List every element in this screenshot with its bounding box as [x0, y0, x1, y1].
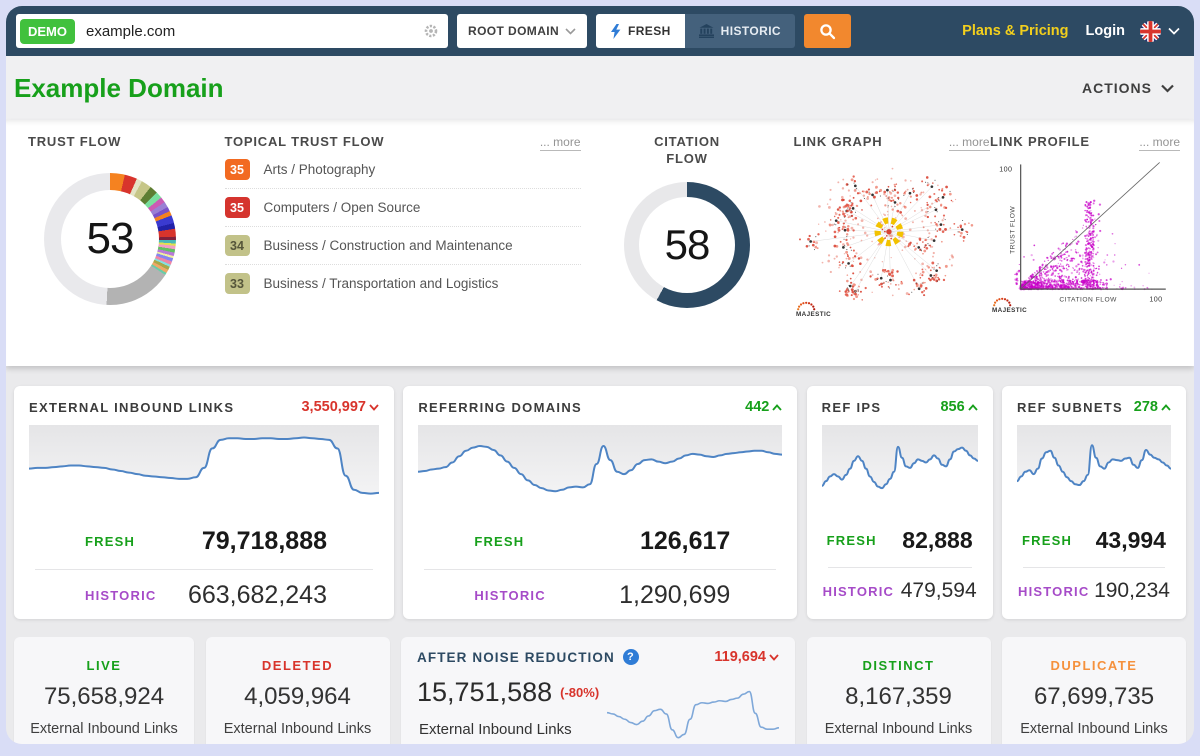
chevron-icon: [772, 403, 783, 411]
trend-sparkline: [821, 425, 978, 503]
link-graph-label: LINK GRAPH: [793, 134, 883, 149]
gear-icon[interactable]: [423, 23, 439, 39]
trend-sparkline: [418, 425, 783, 503]
chevron-down-icon: [565, 27, 576, 35]
trust-flow-value: 53: [86, 214, 135, 263]
link-graph-panel: LINK GRAPH ... more MAJESTIC: [794, 134, 990, 366]
svg-text:100: 100: [999, 166, 1012, 174]
chevron-down-icon: [1161, 84, 1174, 93]
domain-search-box: DEMO: [16, 14, 448, 48]
site-explorer-summary: DEMO ROOT DOMAIN FRESH: [6, 6, 1194, 744]
scope-selector-dropdown[interactable]: ROOT DOMAIN: [457, 14, 587, 48]
topic-score-badge: 35: [224, 159, 250, 180]
top-navbar: DEMO ROOT DOMAIN FRESH: [6, 6, 1194, 56]
help-icon[interactable]: ?: [622, 649, 639, 665]
bank-icon: [698, 24, 714, 38]
link-graph-network: [798, 167, 973, 301]
svg-text:TRUST FLOW: TRUST FLOW: [1010, 206, 1017, 254]
topic-score-badge: 35: [224, 197, 250, 218]
link-profile-visual: 100 TRUST FLOW CITATION FLOW 100 MAJESTIC: [990, 153, 1180, 321]
topical-trust-flow-label: TOPICAL TRUST FLOW: [224, 134, 385, 149]
referring-domains-card: REFERRING DOMAINS 442 FRESH 126,617 HISTO…: [403, 386, 798, 619]
link-profile-scatter: 100 TRUST FLOW CITATION FLOW 100: [999, 162, 1166, 303]
topical-more-link[interactable]: ... more: [539, 135, 581, 151]
search-button[interactable]: [804, 14, 851, 48]
live-links-card: LIVE 75,658,924 External Inbound Links: [14, 637, 194, 744]
link-profile-panel: LINK PROFILE ... more 100 TRUST FLOW CITAT…: [990, 134, 1180, 366]
chevron-icon: [769, 653, 779, 661]
delta-toggle[interactable]: 856: [940, 399, 978, 415]
trend-sparkline: [1016, 425, 1171, 503]
trend-sparkline: [29, 425, 379, 503]
flow-metrics-section: TRUST FLOW 53 TOPICAL TRUST FLOW ... mor…: [6, 120, 1194, 366]
topical-trust-flow-panel: TOPICAL TRUST FLOW ... more 35 Arts / Ph…: [224, 134, 581, 366]
ref-ips-card: REF IPS 856 FRESH 82,888 HISTORIC 479,594: [806, 386, 993, 619]
svg-text:CITATION FLOW: CITATION FLOW: [1059, 296, 1117, 303]
page-header: Example Domain ACTIONS: [6, 56, 1194, 120]
citation-flow-value: 58: [664, 220, 711, 268]
distinct-links-card: DISTINCT 8,167,359 External Inbound Link…: [806, 637, 991, 744]
lightning-icon: [611, 23, 621, 39]
delta-toggle[interactable]: 278: [1134, 399, 1171, 415]
tab-fresh[interactable]: FRESH: [596, 14, 685, 48]
chevron-icon: [967, 403, 978, 411]
delta-toggle[interactable]: 3,550,997: [301, 399, 379, 415]
domain-search-input[interactable]: [84, 21, 414, 41]
topical-row[interactable]: 35 Computers / Open Source: [224, 189, 581, 227]
index-tabs: FRESH HISTORIC: [596, 14, 795, 48]
duplicate-links-card: DUPLICATE 67,699,735 External Inbound Li…: [1002, 637, 1186, 744]
topical-row[interactable]: 33 Business / Transportation and Logisti…: [224, 265, 581, 302]
demo-badge: DEMO: [20, 18, 75, 44]
trust-flow-donut: 53: [44, 173, 176, 305]
noise-trend-sparkline: [607, 677, 779, 743]
login-link[interactable]: Login: [1085, 23, 1125, 39]
citation-flow-panel: CITATION FLOW 58: [581, 134, 793, 366]
link-profile-label: LINK PROFILE: [990, 134, 1090, 149]
link-profile-more-link[interactable]: ... more: [1139, 135, 1180, 151]
deleted-links-card: DELETED 4,059,964 External Inbound Links: [205, 637, 390, 744]
delta-toggle[interactable]: 119,694: [714, 649, 779, 665]
link-cards-row: EXTERNAL INBOUND LINKS 3,550,997 FRESH 79…: [6, 366, 1194, 619]
svg-text:100: 100: [1149, 295, 1162, 303]
citation-flow-label: CITATION FLOW: [654, 134, 720, 166]
svg-text:MAJESTIC: MAJESTIC: [992, 307, 1027, 313]
delta-toggle[interactable]: 442: [745, 399, 783, 415]
actions-dropdown[interactable]: ACTIONS: [1082, 80, 1174, 96]
external-inbound-links-card: EXTERNAL INBOUND LINKS 3,550,997 FRESH 79…: [14, 386, 394, 619]
search-icon: [820, 23, 836, 39]
chevron-icon: [1161, 403, 1171, 411]
svg-text:MAJESTIC: MAJESTIC: [796, 311, 831, 317]
link-graph-more-link[interactable]: ... more: [948, 135, 990, 151]
topic-score-badge: 34: [224, 235, 250, 256]
majestic-logo: MAJESTIC: [992, 297, 1027, 313]
topical-row[interactable]: 35 Arts / Photography: [224, 151, 581, 189]
page-title: Example Domain: [14, 72, 224, 103]
trust-flow-label: TRUST FLOW: [28, 134, 122, 149]
plans-pricing-link[interactable]: Plans & Pricing: [962, 23, 1069, 39]
topical-row[interactable]: 34 Business / Construction and Maintenan…: [224, 227, 581, 265]
ref-subnets-card: REF SUBNETS 278 FRESH 43,994 HISTORIC 190,…: [1001, 386, 1186, 619]
majestic-logo: MAJESTIC: [796, 301, 831, 317]
citation-flow-donut: 58: [624, 181, 750, 308]
language-chevron-icon[interactable]: [1168, 27, 1180, 35]
uk-flag-icon[interactable]: [1140, 20, 1161, 42]
summary-cards-row: LIVE 75,658,924 External Inbound Links D…: [6, 619, 1194, 744]
after-noise-reduction-card: AFTER NOISE REDUCTION ? 119,694 15,751,5…: [401, 637, 795, 744]
trust-flow-panel: TRUST FLOW 53: [20, 134, 224, 366]
link-graph-visual: MAJESTIC: [794, 153, 990, 325]
tab-historic[interactable]: HISTORIC: [684, 14, 795, 48]
topic-score-badge: 33: [224, 273, 250, 294]
chevron-icon: [369, 403, 379, 411]
